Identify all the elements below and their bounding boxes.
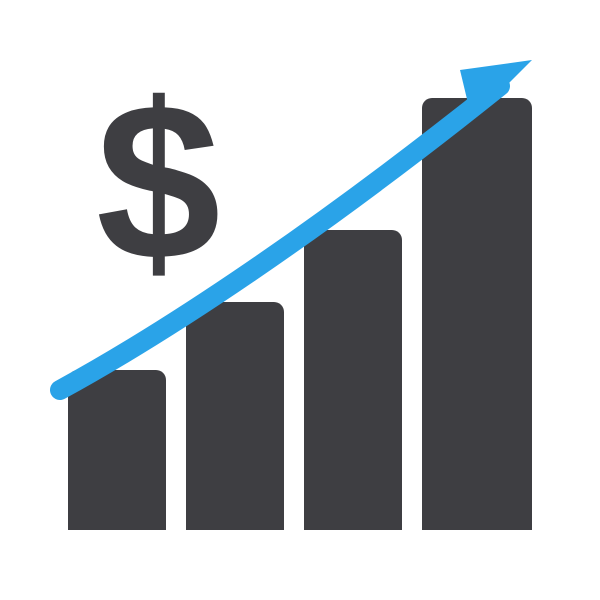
trend-arrow-icon bbox=[0, 0, 600, 600]
dollar-sign-icon: $ bbox=[96, 70, 221, 294]
growth-chart-icon: $ bbox=[0, 0, 600, 600]
